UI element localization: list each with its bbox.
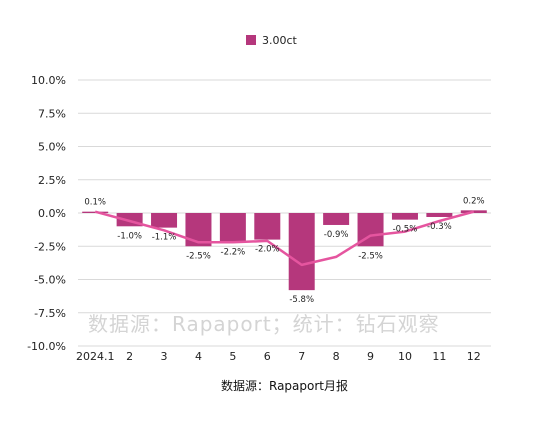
trend-line <box>94 210 475 267</box>
x-tick-label: 12 <box>467 350 481 363</box>
data-label: -2.5% <box>358 251 383 261</box>
y-tick-label: -10.0% <box>27 340 66 353</box>
x-tick-label: 5 <box>229 350 236 363</box>
y-tick-label: 7.5% <box>38 107 66 120</box>
x-tick-label: 9 <box>367 350 374 363</box>
y-tick-label: 10.0% <box>31 74 66 87</box>
y-tick-label: 0.0% <box>38 207 66 220</box>
bar <box>426 213 453 217</box>
data-label: -2.0% <box>255 245 280 255</box>
data-label: -2.5% <box>186 251 211 261</box>
x-tick-label: 4 <box>195 350 202 363</box>
data-label: -1.0% <box>117 231 142 241</box>
bar <box>219 213 246 243</box>
data-label: -2.2% <box>221 247 246 257</box>
trend-line-path <box>94 210 475 267</box>
bar <box>288 213 315 291</box>
legend-label: 3.00ct <box>262 34 298 47</box>
bar <box>391 213 418 220</box>
data-label: 0.1% <box>84 198 106 208</box>
x-tick-label: 7 <box>298 350 305 363</box>
data-label: 0.2% <box>463 196 485 206</box>
x-tick-label: 6 <box>264 350 271 363</box>
x-axis-ticks: 2024.1 2 3 4 5 6 7 8 9 10 11 12 <box>76 350 481 363</box>
y-tick-label: -5.0% <box>34 274 66 287</box>
data-labels: 0.1% -1.0% -1.1% -2.5% -2.2% -2.0% -5.8% -0.9% -… <box>84 196 484 305</box>
y-tick-label: 5.0% <box>38 141 66 154</box>
data-label: -0.9% <box>324 230 349 240</box>
y-tick-label: 2.5% <box>38 174 66 187</box>
x-tick-label: 2 <box>126 350 133 363</box>
y-tick-label: -7.5% <box>34 307 66 320</box>
bar <box>254 213 281 240</box>
legend: 3.00ct <box>246 34 298 47</box>
x-tick-label: 8 <box>333 350 340 363</box>
x-tick-label: 10 <box>398 350 412 363</box>
bar <box>323 213 350 225</box>
data-label: -0.5% <box>393 225 418 235</box>
x-tick-label: 2024.1 <box>76 350 115 363</box>
data-label: -0.3% <box>427 222 452 232</box>
data-label: -5.8% <box>289 295 314 305</box>
y-axis-ticks: 10.0% 7.5% 5.0% 2.5% 0.0% -2.5% -5.0% -7.5% -10.… <box>27 74 66 353</box>
bar <box>151 213 178 228</box>
data-label: -1.1% <box>152 233 177 243</box>
y-tick-label: -2.5% <box>34 240 66 253</box>
legend-swatch <box>246 35 256 45</box>
bar <box>185 213 212 247</box>
source-note: 数据源：Rapaport月报 <box>221 378 348 393</box>
watermark: 数据源：Rapaport；统计：钻石观察 <box>88 312 440 336</box>
x-tick-label: 11 <box>432 350 446 363</box>
x-tick-label: 3 <box>161 350 168 363</box>
gridlines <box>78 79 491 347</box>
